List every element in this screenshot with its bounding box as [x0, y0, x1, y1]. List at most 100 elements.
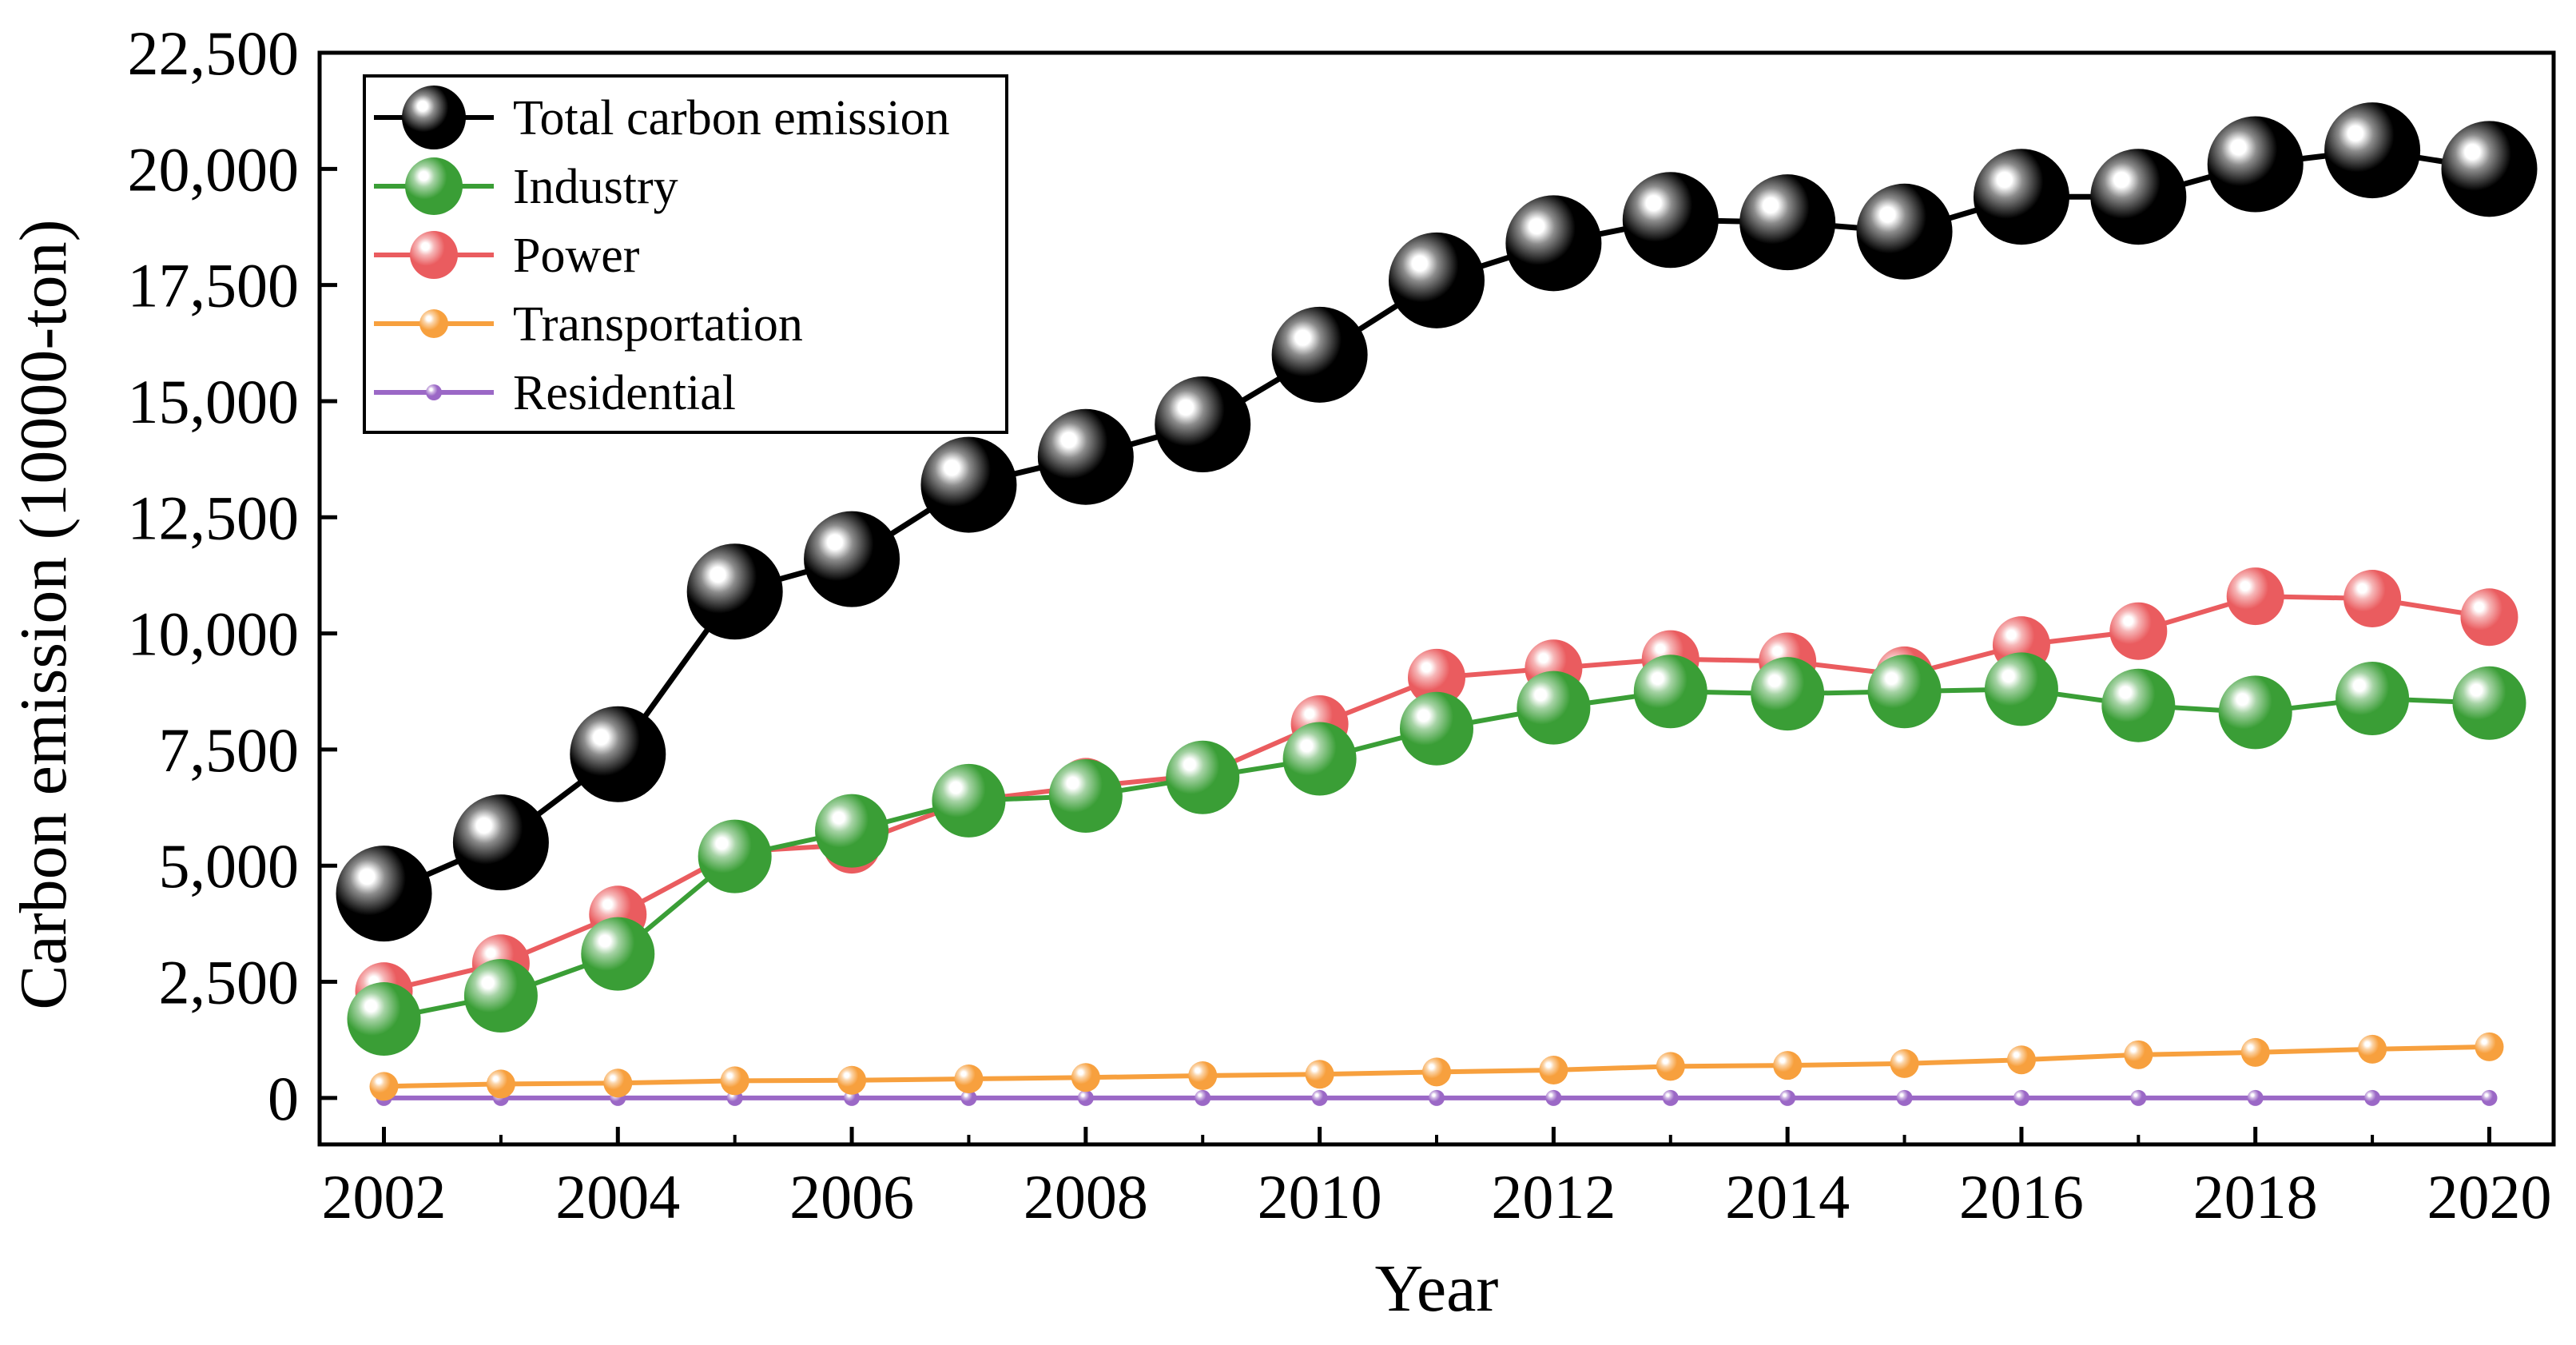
data-point-residential	[1896, 1089, 1913, 1106]
data-point-total-carbon-emission	[1155, 376, 1251, 473]
x-tick-label: 2014	[1725, 1162, 1850, 1232]
legend-label-industry: Industry	[513, 160, 678, 214]
y-axis-title: Carbon emission (10000-ton)	[6, 219, 81, 1009]
x-tick-label: 2008	[1024, 1162, 1148, 1232]
legend-item-residential: Residential	[374, 366, 736, 420]
axes-layer: 0 2,500 5,000 7,500 10,000 12,500 15,000 17,500…	[128, 18, 2552, 1232]
data-point-industry	[2335, 661, 2410, 735]
data-point-transportation	[486, 1069, 515, 1099]
data-point-total-carbon-emission	[920, 436, 1017, 533]
y-tick-label: 10,000	[128, 599, 300, 669]
data-point-transportation	[1071, 1063, 1100, 1092]
data-point-total-carbon-emission	[1389, 232, 1485, 328]
data-point-industry	[581, 917, 655, 991]
data-point-transportation	[2006, 1045, 2036, 1075]
y-tick-label: 17,500	[128, 251, 300, 320]
data-point-transportation	[2124, 1040, 2153, 1069]
data-point-transportation	[2475, 1032, 2504, 1061]
data-point-transportation	[1539, 1055, 1568, 1084]
data-point-industry	[815, 794, 889, 868]
data-point-total-carbon-emission	[1505, 195, 1602, 292]
data-point-residential	[1077, 1089, 1094, 1106]
legend: Total carbon emission Industry Power Transp…	[363, 74, 1008, 434]
x-tick-label: 2010	[1258, 1162, 1382, 1232]
data-point-transportation	[1305, 1060, 1334, 1089]
data-point-industry	[2452, 666, 2526, 740]
legend-item-power: Power	[374, 229, 640, 283]
data-point-total-carbon-emission	[686, 543, 783, 640]
y-tick-label: 12,500	[128, 483, 300, 552]
x-tick-label: 2018	[2193, 1162, 2318, 1232]
legend-label-residential: Residential	[513, 366, 736, 420]
series-layer	[336, 102, 2538, 1106]
data-point-industry	[463, 958, 538, 1033]
data-point-industry	[1984, 652, 2058, 726]
data-point-transportation	[1890, 1049, 1919, 1078]
data-point-industry	[2218, 675, 2292, 750]
x-tick-label: 2002	[322, 1162, 447, 1232]
x-tick-label: 2012	[1491, 1162, 1616, 1232]
y-tick-label: 20,000	[128, 134, 300, 204]
data-point-power	[1408, 648, 1465, 706]
data-point-total-carbon-emission	[336, 846, 432, 942]
data-point-total-carbon-emission	[2207, 116, 2304, 213]
legend-item-industry: Industry	[374, 157, 678, 215]
data-point-total-carbon-emission	[804, 511, 900, 607]
data-point-residential	[2013, 1089, 2029, 1106]
y-tick-label: 7,500	[159, 715, 300, 785]
data-point-residential	[960, 1089, 977, 1106]
data-point-industry	[2101, 668, 2176, 742]
y-tick-label: 2,500	[159, 948, 300, 1017]
legend-marker-power	[410, 231, 458, 279]
data-point-total-carbon-emission	[1271, 306, 1368, 403]
data-point-transportation	[369, 1072, 399, 1101]
data-point-total-carbon-emission	[2090, 149, 2187, 245]
data-point-transportation	[1188, 1060, 1218, 1090]
legend-item-total-carbon-emission: Total carbon emission	[374, 86, 950, 149]
data-point-total-carbon-emission	[2441, 121, 2538, 217]
data-point-transportation	[1773, 1051, 1803, 1080]
data-point-industry	[1048, 759, 1123, 834]
x-tick-label: 2004	[555, 1162, 680, 1232]
data-point-residential	[2247, 1089, 2264, 1106]
data-point-total-carbon-emission	[2324, 102, 2421, 199]
data-point-residential	[2130, 1089, 2147, 1106]
data-point-industry	[1633, 655, 1707, 729]
data-point-residential	[1545, 1089, 1562, 1106]
data-point-total-carbon-emission	[1856, 183, 1953, 280]
data-point-industry	[347, 982, 421, 1057]
data-point-transportation	[603, 1068, 633, 1098]
legend-label-power: Power	[513, 229, 640, 283]
data-point-residential	[1195, 1089, 1211, 1106]
data-point-transportation	[720, 1066, 749, 1096]
data-point-industry	[1751, 657, 1825, 731]
data-point-transportation	[1656, 1052, 1685, 1081]
x-tick-label: 2020	[2427, 1162, 2551, 1232]
y-tick-label: 0	[268, 1064, 299, 1133]
series-transportation	[369, 1032, 2504, 1101]
data-point-transportation	[2240, 1037, 2270, 1067]
data-point-residential	[2481, 1089, 2498, 1106]
legend-marker-transportation	[419, 309, 448, 338]
data-point-total-carbon-emission	[452, 794, 549, 891]
x-axis-title: Year	[1375, 1251, 1499, 1326]
data-point-power	[2109, 602, 2168, 660]
data-point-total-carbon-emission	[1037, 408, 1134, 505]
y-tick-label: 15,000	[128, 367, 300, 436]
data-point-residential	[1429, 1089, 1445, 1106]
y-tick-label: 22,500	[128, 18, 300, 88]
data-point-power	[2226, 567, 2284, 626]
data-point-total-carbon-emission	[570, 706, 666, 802]
data-point-residential	[1662, 1089, 1679, 1106]
legend-label-total-carbon-emission: Total carbon emission	[513, 91, 950, 145]
data-point-industry	[1517, 671, 1591, 745]
data-point-transportation	[2358, 1034, 2387, 1064]
data-point-industry	[1166, 740, 1240, 814]
legend-item-transportation: Transportation	[374, 297, 803, 352]
data-point-industry	[1867, 655, 1942, 729]
data-point-power	[2343, 570, 2402, 627]
series-total-carbon-emission	[336, 102, 2538, 942]
data-point-total-carbon-emission	[1622, 172, 1719, 269]
series-industry	[347, 652, 2526, 1057]
data-point-industry	[932, 763, 1006, 838]
